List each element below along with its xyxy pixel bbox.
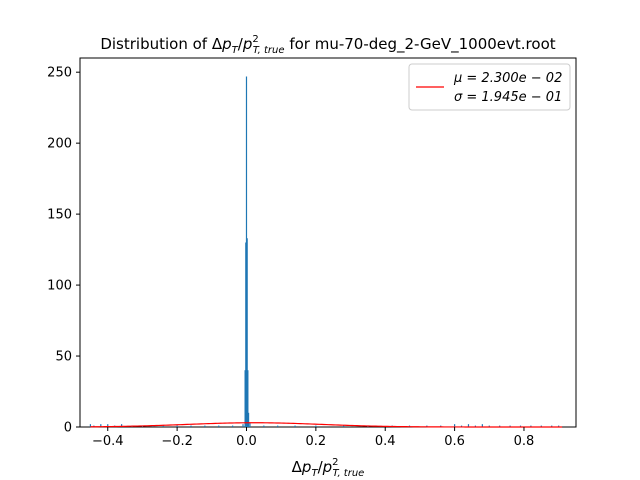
legend-sigma-label: σ = 1.945e − 01 xyxy=(454,90,562,105)
legend-box xyxy=(408,63,571,111)
x-tick-label: −0.2 xyxy=(161,434,193,449)
x-tick-label: 0.2 xyxy=(306,434,327,449)
legend-mu-label: μ = 2.300e − 02 xyxy=(453,71,562,86)
y-axis-ticks: 0 50 100 150 200 250 xyxy=(47,66,80,436)
x-axis-label: ΔpT/p2 T, true xyxy=(292,457,365,479)
x-tick-label: 0.4 xyxy=(375,434,396,449)
histogram-series xyxy=(89,76,560,427)
y-tick-label: 200 xyxy=(47,137,72,152)
y-tick-label: 100 xyxy=(47,279,72,294)
y-tick-label: 50 xyxy=(55,350,72,365)
gaussian-fit-curve xyxy=(90,422,563,428)
x-tick-label: 0.0 xyxy=(236,434,257,449)
x-tick-label: 0.6 xyxy=(444,434,465,449)
y-tick-label: 150 xyxy=(47,208,72,223)
x-axis-ticks: −0.4 −0.2 0.0 0.2 0.4 0.6 0.8 xyxy=(92,427,534,449)
legend: μ = 2.300e − 02 σ = 1.945e − 01 xyxy=(408,63,571,111)
chart-title-prefix: Distribution of xyxy=(100,35,212,53)
x-tick-label: 0.8 xyxy=(514,434,535,449)
chart-title: Distribution of ΔpT/p2 T, true for mu-70-… xyxy=(100,34,555,56)
axes-frame xyxy=(79,57,577,428)
y-tick-label: 0 xyxy=(64,421,72,436)
x-tick-label: −0.4 xyxy=(92,434,124,449)
chart-title-suffix: for mu-70-deg_2-GeV_1000evt.root xyxy=(285,35,556,54)
plot-area xyxy=(79,57,577,428)
y-tick-label: 250 xyxy=(47,66,72,81)
